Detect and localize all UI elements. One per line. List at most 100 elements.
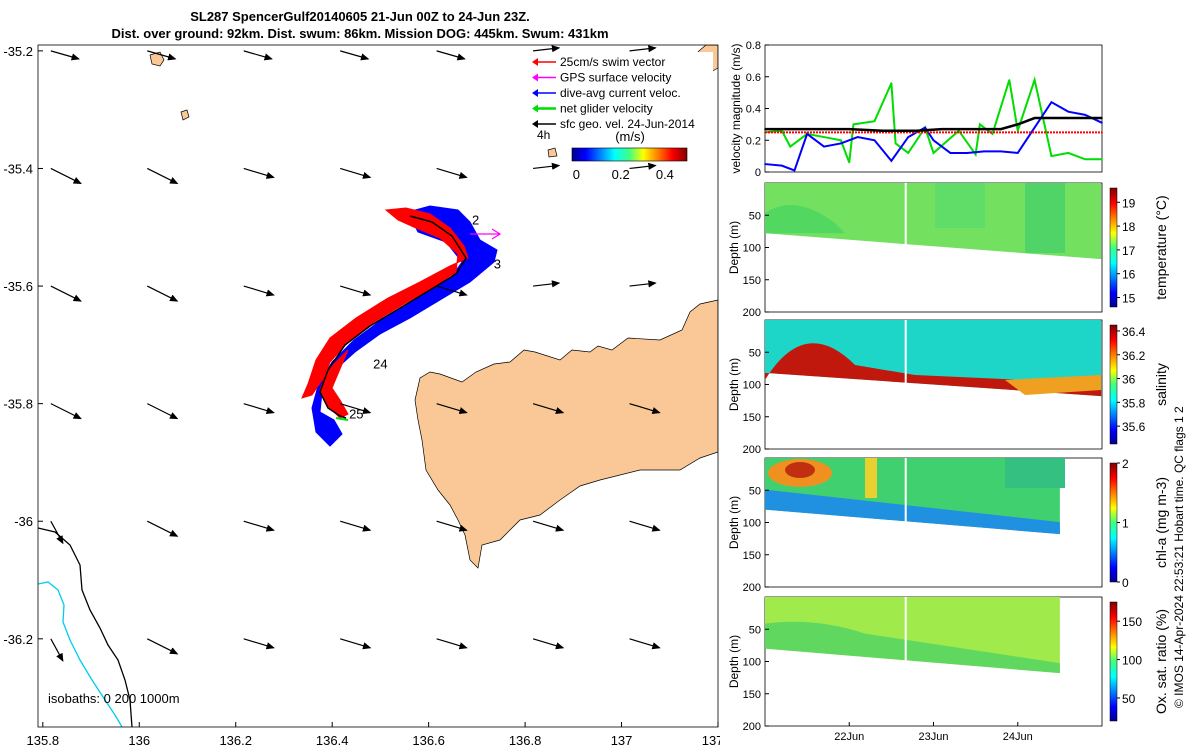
imos-credit: © IMOS 14-Apr-2024 22:53:21 Hobart time.… (1172, 406, 1186, 708)
sfc-geo-vector (147, 520, 179, 537)
time-marker-label: 4h (537, 128, 550, 142)
section-feature (935, 183, 985, 228)
sfc-geo-vector (436, 638, 468, 650)
section-y-axis-label: Depth (m) (727, 496, 741, 549)
section-colorbar-tick-label: 19 (1122, 196, 1136, 210)
speed-colorbar-ticks: 0 0.2 0.4 (573, 167, 674, 182)
sfc-geo-vector (436, 403, 468, 415)
sfc-geo-vector (629, 638, 661, 650)
velocity-series-point (840, 139, 842, 142)
map-x-axis: 135.8 136 136.2 136.4 136.6 136.8 137 137.2 (27, 722, 720, 748)
velocity-series-point (873, 139, 876, 142)
map-y-tick-label: -35.4 (3, 161, 33, 176)
map-axes-box (37, 44, 719, 728)
velocity-y-tick-label: 0.2 (746, 135, 761, 147)
section-colorbar-tick-label: 35.6 (1122, 420, 1146, 434)
sfc-geo-vector (340, 638, 372, 650)
velocity-series-point (932, 139, 935, 142)
map-y-tick-label: -35.2 (3, 44, 33, 59)
section-colorbar-tick-label: 2 (1122, 457, 1129, 471)
sfc-geo-vector (50, 403, 82, 420)
map-x-tick-label: 135.8 (27, 733, 60, 748)
velocity-series-point (894, 142, 897, 145)
section-x-tick-label: 23Jun (919, 731, 949, 743)
sfc-geo-vector (243, 50, 273, 61)
section-feature (1005, 458, 1065, 488)
section-panel-4: 50 100 150 200 Depth (m) 50 100 150 Ox. sat. rat… (727, 596, 1169, 743)
section-y-tick-label: 200 (743, 582, 761, 594)
isobath-0m (38, 527, 133, 727)
section-y-tick-label: 50 (749, 485, 761, 497)
velocity-series-point (848, 128, 851, 130)
velocity-series-point (840, 142, 842, 145)
title-line-2: Dist. over ground: 92km. Dist. swum: 86k… (111, 26, 609, 41)
track-day-label: 2 (472, 212, 479, 227)
legend-label: GPS surface velocity (560, 71, 671, 85)
velocity-series-point (781, 164, 783, 167)
section-y-tick-label: 150 (743, 550, 761, 562)
section-colorbar-tick-label: 36 (1122, 373, 1136, 387)
sfc-geo-vector (243, 285, 275, 297)
section-colorbar-tick-label: 18 (1122, 220, 1136, 234)
section-colorbar (1109, 187, 1118, 308)
velocity-series-point (1050, 101, 1053, 103)
legend-arrow-head (532, 89, 538, 97)
island-1 (149, 51, 165, 67)
section-colorbar-label: Ox. sat. ratio (%) (1153, 609, 1169, 714)
sfc-geo-vector (147, 403, 179, 420)
velocity-series-point (1050, 117, 1053, 119)
velocity-series-point (789, 145, 792, 148)
section-colorbar-tick-label: 15 (1122, 291, 1136, 305)
velocity-series-point (823, 145, 825, 148)
legend-label: net glider velocity (560, 102, 653, 116)
land-mass-peninsula (414, 299, 718, 569)
colorbar-tick-label: 0.4 (656, 167, 674, 182)
velocity-series-point (974, 131, 977, 134)
chart-title: SL287 SpencerGulf20140605 21-Jun 00Z to … (0, 8, 720, 42)
section-feature (1025, 183, 1065, 253)
section-colorbar (1109, 324, 1118, 445)
velocity-series-point (1101, 131, 1103, 134)
sfc-geo-vector (436, 50, 466, 61)
velocity-series-point (1016, 152, 1019, 154)
velocity-series-point (1033, 79, 1036, 81)
velocity-series-point (907, 136, 910, 138)
sfc-geo-vector (340, 520, 372, 532)
velocity-series-point (806, 131, 808, 134)
sfc-geo-vector (147, 167, 179, 185)
velocity-series-point (983, 150, 985, 153)
velocity-series-point (979, 123, 981, 126)
sfc-geo-vector (629, 280, 657, 288)
legend-arrow-head (532, 120, 538, 128)
section-colorbar-label: salinity (1153, 363, 1169, 406)
sfc-geo-vector (340, 50, 370, 61)
velocity-series-point (1084, 114, 1086, 116)
velocity-series-point (941, 128, 943, 130)
map-y-tick-label: -36 (14, 514, 33, 529)
sfc-geo-vector (533, 162, 561, 170)
map-x-tick-label: 137 (611, 733, 633, 748)
velocity-y-axis-label: velocity magnitude (m/s) (729, 43, 743, 173)
velocity-series-point (1101, 117, 1103, 119)
section-feature (765, 621, 1060, 674)
velocity-series-point (1000, 150, 1002, 153)
map-x-tick-label: 136.4 (316, 733, 349, 748)
sfc-geo-vector (147, 50, 177, 61)
velocity-series-point (1059, 131, 1061, 134)
section-colorbar-label: chl-a (mg m-3) (1153, 477, 1169, 568)
gps-surface-velocity-arrow (470, 228, 502, 240)
sfc-geo-vector (533, 280, 561, 288)
sfc-geo-vector (243, 403, 275, 415)
velocity-y-tick-label: 0.8 (746, 40, 761, 52)
section-y-tick-label: 100 (743, 518, 761, 530)
section-y-tick-label: 100 (743, 243, 761, 255)
sfc-geo-vector (436, 285, 468, 297)
map-x-tick-label: 136.6 (412, 733, 445, 748)
velocity-series-point (915, 129, 918, 132)
section-colorbar (1109, 601, 1118, 722)
section-y-axis-label: Depth (m) (727, 358, 741, 411)
velocity-series-point (793, 169, 796, 172)
velocity-series-point (890, 160, 893, 162)
net-velocity-arrow (335, 417, 349, 421)
